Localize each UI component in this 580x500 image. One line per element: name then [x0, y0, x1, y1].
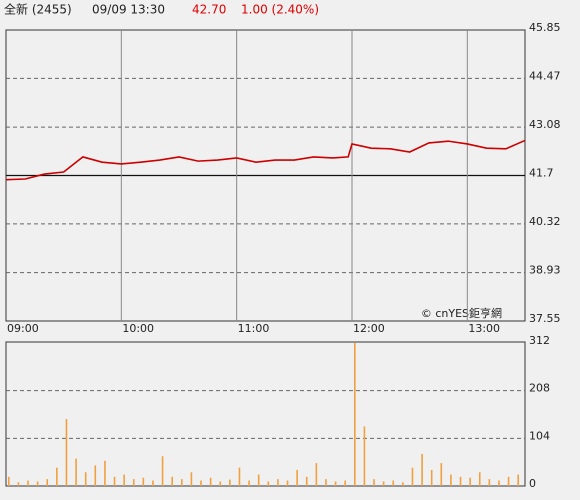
volume-bar [373, 479, 375, 486]
y-tick-label: 43.08 [529, 118, 561, 131]
volume-bar [94, 465, 97, 486]
volume-frame [5, 341, 526, 487]
volume-bar [469, 477, 471, 486]
volume-bar [305, 476, 308, 486]
volume-bar [248, 480, 250, 486]
volume-bar [219, 481, 222, 486]
volume-bar [123, 474, 125, 486]
volume-bar [229, 479, 231, 486]
volume-bar [392, 480, 395, 486]
volume-bar [113, 476, 116, 486]
x-tick-label: 09:00 [7, 322, 39, 335]
volume-bar [344, 480, 346, 486]
y-tick-label: 45.85 [529, 21, 561, 34]
volume-bar [84, 472, 87, 486]
volume-bar [363, 426, 366, 486]
volume-bar [65, 419, 68, 486]
y-tick-label: 41.7 [529, 167, 554, 180]
x-tick-label: 10:00 [122, 322, 154, 335]
y-tick-label: 104 [529, 429, 550, 442]
volume-bar [209, 477, 212, 486]
volume-bar [488, 479, 491, 486]
volume-bar [382, 481, 385, 486]
volume-bar [440, 463, 443, 486]
volume-bar [56, 467, 58, 486]
volume-bar [286, 480, 289, 486]
volume-bar [296, 469, 298, 486]
volume-bar [171, 476, 173, 486]
volume-bar [46, 479, 49, 486]
volume-bar [17, 482, 20, 486]
y-tick-label: 208 [529, 382, 550, 395]
volume-bar [411, 467, 414, 486]
volume-bar [430, 469, 433, 486]
volume-bar [459, 476, 462, 486]
y-tick-label: 38.93 [529, 264, 561, 277]
volume-bar [498, 480, 500, 486]
volume-bar [27, 480, 29, 486]
volume-bar [450, 474, 452, 486]
volume-bar [277, 479, 279, 486]
x-tick-label: 13:00 [468, 322, 500, 335]
volume-bar [325, 479, 327, 486]
y-tick-label: 37.55 [529, 312, 561, 325]
y-tick-label: 40.32 [529, 215, 561, 228]
volume-bar [421, 453, 423, 486]
y-tick-label: 312 [529, 334, 550, 347]
volume-bar [517, 474, 519, 486]
volume-bar [36, 481, 39, 486]
x-tick-label: 12:00 [353, 322, 385, 335]
volume-bar [257, 474, 260, 486]
price-line [5, 139, 526, 181]
volume-bar [354, 343, 356, 486]
volume-bar [75, 458, 77, 486]
stock-name: 全新 (2455) [4, 2, 72, 17]
price: 42.70 [192, 3, 226, 17]
volume-bar [181, 479, 183, 486]
volume-bar [8, 476, 10, 486]
volume-bar [238, 467, 241, 486]
volume-bar [190, 472, 193, 486]
y-tick-label: 44.47 [529, 69, 561, 82]
volume-bar [104, 460, 106, 486]
volume-bar [267, 481, 270, 486]
volume-bar [507, 476, 510, 486]
quote-time: 09/09 13:30 [92, 3, 165, 17]
y-tick-label: 0 [529, 477, 536, 490]
volume-bar [152, 480, 154, 486]
change: 1.00 (2.40%) [241, 3, 319, 17]
volume-bar [161, 456, 164, 486]
volume-bar [315, 463, 318, 486]
volume-bar [142, 477, 145, 486]
watermark: © cnYES鉅亨網 [421, 306, 502, 320]
volume-bar [402, 482, 404, 486]
x-tick-label: 11:00 [238, 322, 270, 335]
volume-bar [132, 479, 135, 486]
volume-bar [334, 481, 337, 486]
volume-bar [200, 480, 202, 486]
volume-bar [478, 472, 481, 486]
